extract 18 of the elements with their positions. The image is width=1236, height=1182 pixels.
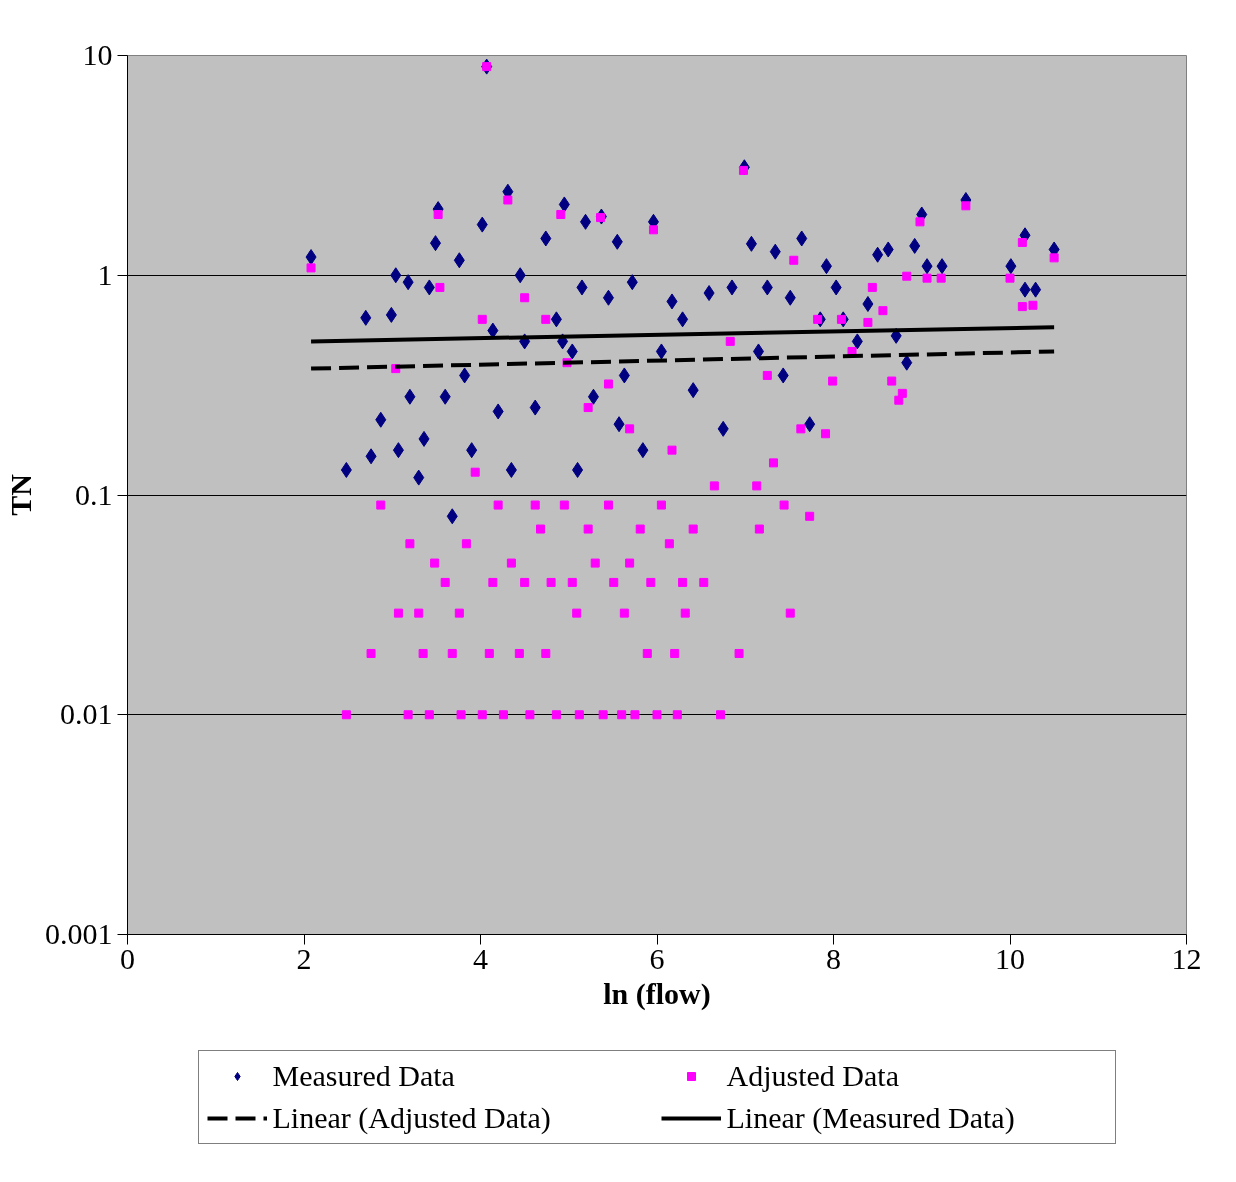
x-tick-label: 0	[120, 941, 135, 975]
x-tick-label: 12	[1171, 941, 1202, 975]
x-axis-title: ln (flow)	[603, 976, 711, 1011]
y-tick-label: 0.001	[45, 917, 113, 950]
y-tick-label: 0.01	[60, 697, 113, 731]
x-tick-label: 4	[473, 941, 488, 975]
y-axis-title: TN	[4, 473, 37, 516]
legend-label: Adjusted Data	[726, 1059, 900, 1093]
x-tick-label: 2	[296, 941, 312, 975]
y-tick-label: 10	[82, 38, 113, 71]
y-tick-label: 0.1	[75, 477, 113, 511]
legend-label: Linear (Measured Data)	[726, 1101, 1016, 1135]
x-tick-label: 6	[649, 941, 665, 975]
x-tick-label: 8	[826, 941, 841, 975]
legend-label: Measured Data	[272, 1059, 456, 1093]
x-tick-label: 10	[995, 941, 1025, 975]
y-tick-label: 1	[97, 257, 113, 291]
legend-label: Linear (Adjusted Data)	[272, 1101, 552, 1135]
